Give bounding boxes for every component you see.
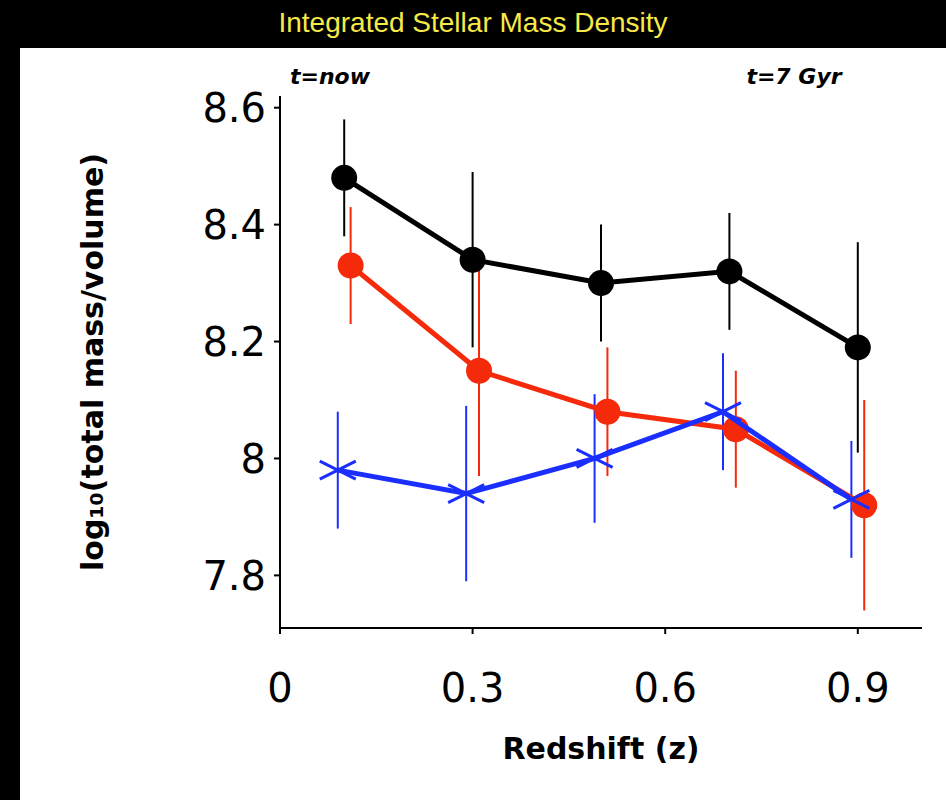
- html-text:Integrated Stellar Mass Densit: Integrated Stellar Mass Density: [278, 7, 668, 38]
- svg-text:0: 0: [267, 665, 292, 711]
- svg-text:8.2: 8.2: [202, 319, 266, 365]
- svg-text:8: 8: [241, 436, 266, 482]
- svg-text:0.6: 0.6: [633, 665, 697, 711]
- svg-text:0.3: 0.3: [441, 665, 505, 711]
- svg-text:8.4: 8.4: [202, 202, 266, 248]
- svg-text:8.6: 8.6: [202, 85, 266, 131]
- svg-text:7.8: 7.8: [202, 553, 266, 599]
- svg-text:0.9: 0.9: [826, 665, 890, 711]
- html-text:Redshift (z): Redshift (z): [502, 730, 700, 766]
- html-text:t=now: t=now: [290, 63, 370, 89]
- html-text:log₁₀(total mass/volume): log₁₀(total mass/volume): [74, 153, 110, 571]
- html-text:t=7 Gyr: t=7 Gyr: [746, 63, 842, 89]
